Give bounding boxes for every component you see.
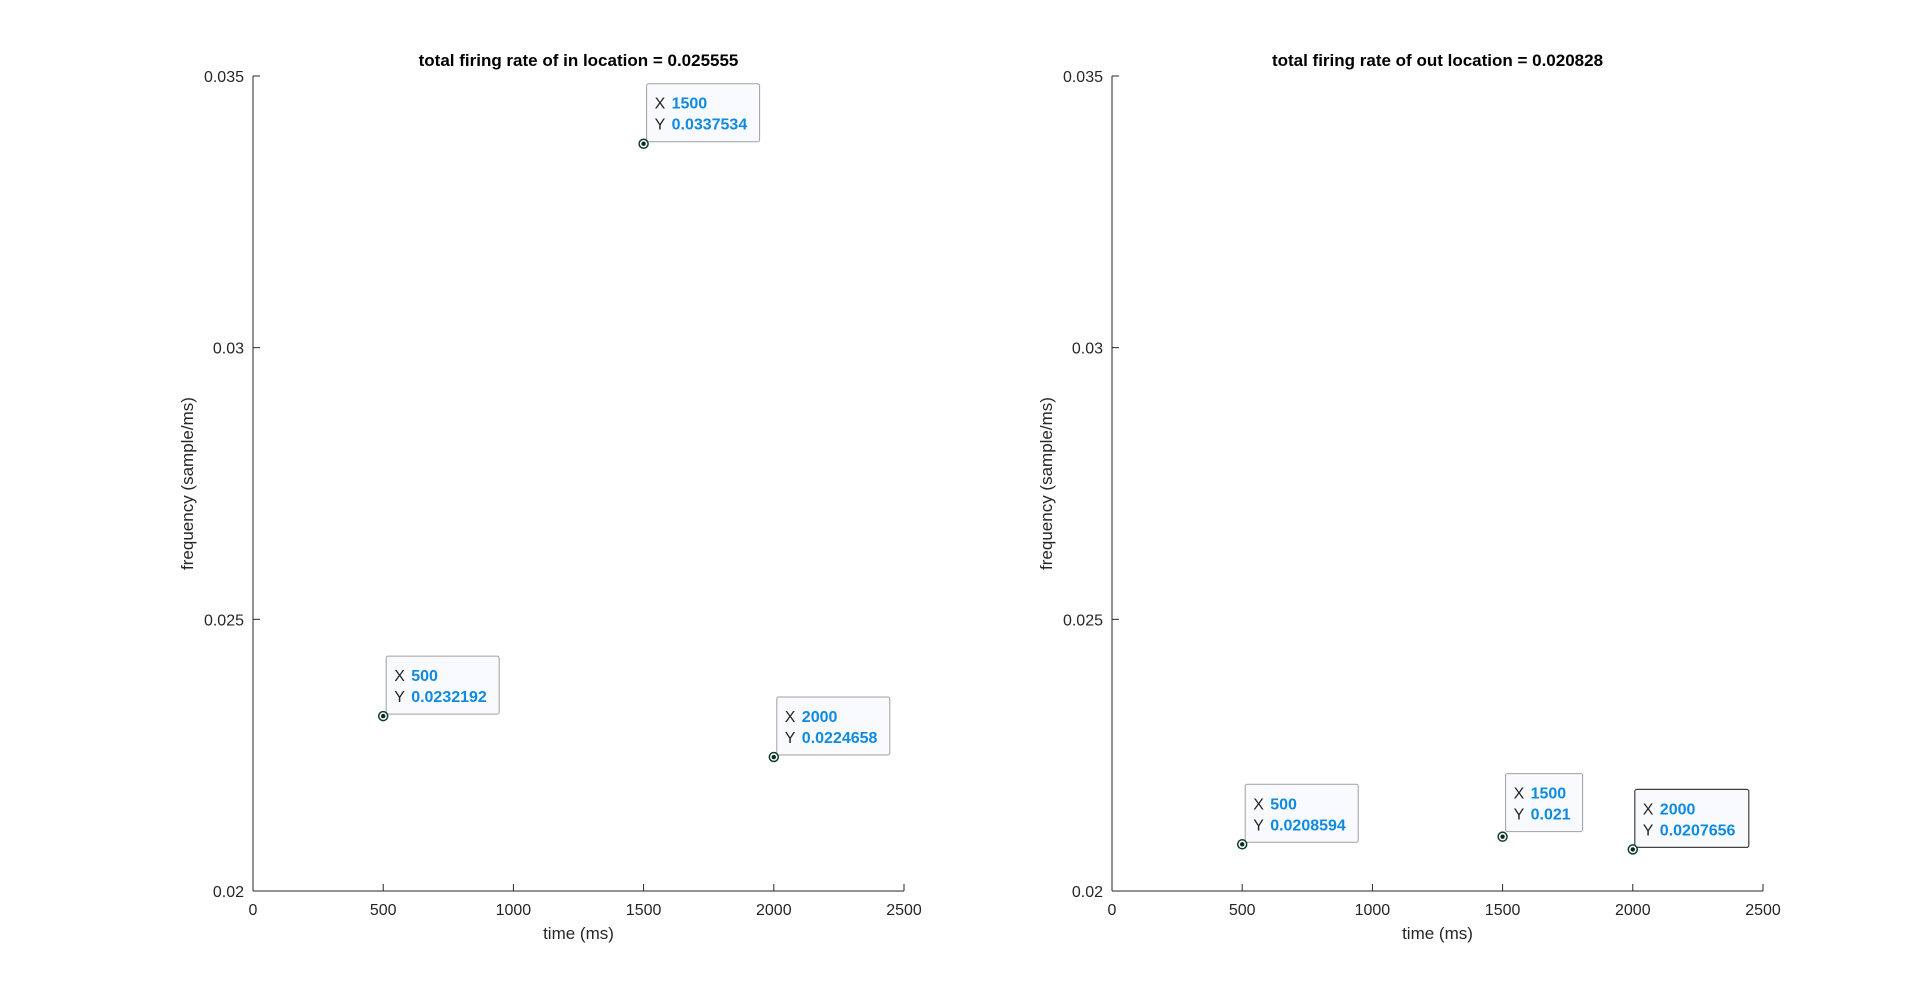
data-points[interactable]: X 500 Y 0.0232192 X 1500 Y 0.0337534 X 2000 Y 0.022… (377, 83, 891, 763)
datatip-box (1505, 773, 1584, 833)
datatip-x-value: 2000 (802, 709, 838, 726)
datatip-x-key: X (655, 96, 666, 113)
x-tick-label: 0 (1108, 902, 1117, 919)
x-axis-label: time (ms) (543, 924, 614, 943)
datatip-x-key: X (394, 668, 405, 685)
data-point-center (381, 713, 386, 719)
datatip-x-value: 500 (1270, 796, 1297, 813)
x-tick-label: 1000 (1355, 902, 1391, 919)
datatip-x-key: X (1514, 786, 1525, 803)
datatip-y-key: Y (394, 689, 405, 706)
datatip-x-value: 1500 (1531, 786, 1567, 803)
datatip-y-key: Y (1253, 817, 1264, 834)
datatip-box (776, 696, 891, 756)
data-point-center (1500, 834, 1505, 839)
y-tick-label: 0.02 (213, 884, 244, 901)
datatip-y-value: 0.0208594 (1270, 817, 1346, 834)
data-point-center (641, 141, 646, 146)
datatip-box (1634, 788, 1750, 849)
chart-title: total firing rate of in location = 0.025… (419, 51, 739, 70)
x-axis-label: time (ms) (1402, 924, 1473, 943)
datatip-x-key: X (785, 709, 796, 726)
x-tick-label: 2000 (1615, 902, 1651, 919)
datatip-box (1244, 783, 1359, 843)
datatip-y-key: Y (785, 730, 796, 747)
datatip-x-value: 1500 (672, 96, 708, 113)
datatip-y-key: Y (1643, 822, 1654, 839)
y-tick-label: 0.035 (1063, 69, 1103, 86)
datatip-x-value: 500 (411, 668, 438, 685)
datatip-x-value: 2000 (1660, 801, 1696, 818)
y-axis-label: frequency (sample/ms) (178, 397, 197, 570)
x-tick-label: 500 (1229, 902, 1256, 919)
axes: 0 500 1000 1500 2000 2500 0.02 0.025 0.03 0.035 (204, 69, 922, 919)
datatip[interactable]: X 1500 Y 0.021 (1505, 773, 1584, 833)
y-axis-label: frequency (sample/ms) (1037, 397, 1056, 570)
datatip-box (385, 655, 500, 715)
y-tick-label: 0.03 (213, 341, 244, 358)
y-tick-label: 0.035 (204, 69, 244, 86)
x-tick-label: 1500 (626, 902, 662, 919)
datatip[interactable]: X 500 Y 0.0208594 (1244, 783, 1359, 843)
y-tick-label: 0.025 (204, 612, 244, 629)
x-tick-label: 1000 (496, 902, 532, 919)
y-tick-label: 0.02 (1072, 884, 1103, 901)
data-points[interactable]: X 500 Y 0.0208594 X 1500 Y 0.021 X 2000 Y 0.0207656 (1236, 773, 1750, 855)
datatip-x-key: X (1253, 796, 1264, 813)
data-point-center (1630, 847, 1636, 852)
x-tick-label: 2500 (886, 902, 922, 919)
data-point-center (1240, 842, 1245, 847)
datatip-y-value: 0.0207656 (1660, 822, 1736, 839)
x-tick-label: 0 (249, 902, 258, 919)
datatip-box (646, 83, 761, 143)
chart-out-location: total firing rate of out location = 0.02… (1037, 51, 1781, 943)
datatip-y-value: 0.0232192 (411, 689, 487, 706)
y-tick-label: 0.03 (1072, 341, 1103, 358)
datatip[interactable]: X 1500 Y 0.0337534 (646, 83, 761, 143)
axes: 0 500 1000 1500 2000 2500 0.02 0.025 0.03 0.035 (1063, 69, 1781, 919)
datatip-x-key: X (1643, 801, 1654, 818)
datatip-y-key: Y (1514, 807, 1525, 824)
data-point-center (771, 754, 776, 760)
datatip-y-key: Y (655, 117, 666, 134)
chart-in-location: total firing rate of in location = 0.025… (178, 51, 922, 943)
x-tick-label: 500 (370, 902, 397, 919)
y-tick-label: 0.025 (1063, 612, 1103, 629)
chart-title: total firing rate of out location = 0.02… (1272, 51, 1603, 70)
datatip[interactable]: X 2000 Y 0.0224658 (776, 696, 891, 756)
datatip-y-value: 0.0224658 (802, 730, 878, 747)
x-tick-label: 2000 (756, 902, 792, 919)
datatip-y-value: 0.021 (1531, 807, 1571, 824)
datatip-y-value: 0.0337534 (672, 117, 748, 134)
datatip[interactable]: X 2000 Y 0.0207656 (1634, 788, 1750, 849)
x-tick-label: 1500 (1485, 902, 1521, 919)
datatip[interactable]: X 500 Y 0.0232192 (385, 655, 500, 715)
x-tick-label: 2500 (1745, 902, 1781, 919)
